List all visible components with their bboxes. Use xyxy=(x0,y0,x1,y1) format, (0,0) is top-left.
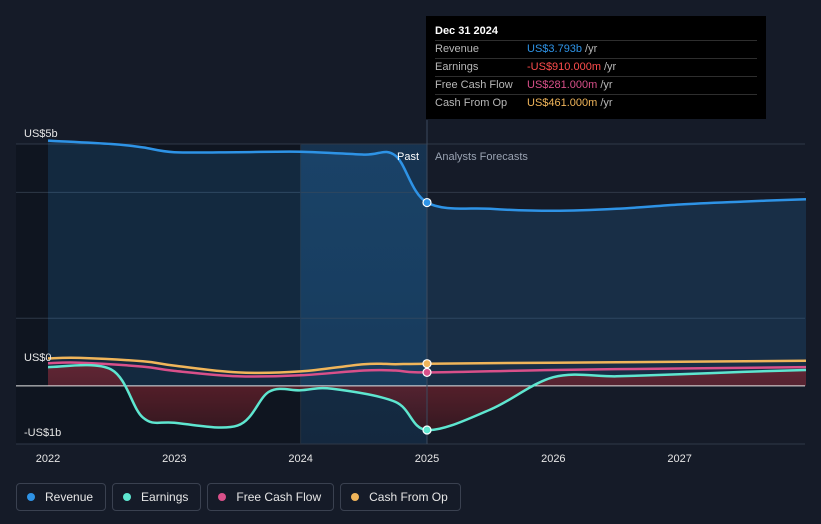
y-tick-label: -US$1b xyxy=(24,427,61,439)
legend-item-revenue[interactable]: Revenue xyxy=(16,483,107,511)
x-tick-label: 2025 xyxy=(415,453,439,465)
x-tick-label: 2023 xyxy=(162,453,186,465)
earnings-dot-icon xyxy=(123,493,132,501)
tooltip-label: Earnings xyxy=(435,61,479,73)
legend-label: Revenue xyxy=(45,490,94,504)
tooltip-value: US$461.000m xyxy=(527,97,598,109)
cash-from-op-dot-icon xyxy=(351,493,360,501)
free-cash-flow-dot-icon xyxy=(218,493,227,501)
series-line-free-cash-flow xyxy=(47,361,807,378)
marker-cash-from-op xyxy=(422,359,432,369)
tooltip-row-cash-from-op: Cash From Op US$461.000m /yr xyxy=(435,95,757,112)
series-line-earnings xyxy=(47,363,807,432)
y-tick-label: US$5b xyxy=(24,128,58,140)
legend-label: Free Cash Flow xyxy=(236,490,322,504)
past-label: Past xyxy=(397,151,419,163)
legend: Revenue Earnings Free Cash Flow Cash Fro… xyxy=(16,483,461,511)
tooltip-row-earnings: Earnings -US$910.000m /yr xyxy=(435,59,757,77)
tooltip-label: Revenue xyxy=(435,43,480,55)
revenue-dot-icon xyxy=(27,493,35,501)
tooltip-row-revenue: Revenue US$3.793b /yr xyxy=(435,41,757,59)
legend-item-earnings[interactable]: Earnings xyxy=(112,483,202,511)
tooltip-unit: /yr xyxy=(600,79,613,91)
legend-item-free-cash-flow[interactable]: Free Cash Flow xyxy=(207,483,335,511)
tooltip-value: US$281.000m xyxy=(527,79,598,91)
x-tick-label: 2026 xyxy=(541,453,565,465)
tooltip: Dec 31 2024 Revenue US$3.793b /yr Earnin… xyxy=(426,16,766,119)
tooltip-value: US$3.793b xyxy=(527,43,583,55)
legend-item-cash-from-op[interactable]: Cash From Op xyxy=(340,483,461,511)
legend-label: Cash From Op xyxy=(369,490,448,504)
tooltip-value: -US$910.000m xyxy=(527,61,601,73)
tooltip-label: Cash From Op xyxy=(435,97,508,109)
tooltip-row-free-cash-flow: Free Cash Flow US$281.000m /yr xyxy=(435,77,757,95)
x-tick-label: 2022 xyxy=(36,453,60,465)
series-line-revenue xyxy=(47,139,807,213)
x-tick-label: 2027 xyxy=(667,453,691,465)
tooltip-unit: /yr xyxy=(600,97,613,109)
series-line-cash-from-op xyxy=(47,356,807,375)
marker-revenue xyxy=(422,197,432,208)
marker-earnings xyxy=(422,425,432,435)
tooltip-unit: /yr xyxy=(585,43,598,55)
marker-free-cash-flow xyxy=(422,367,432,377)
y-tick-label: US$0 xyxy=(24,352,52,364)
forecast-label: Analysts Forecasts xyxy=(435,151,528,163)
x-tick-label: 2024 xyxy=(288,453,312,465)
tooltip-unit: /yr xyxy=(604,61,617,73)
tooltip-date: Dec 31 2024 xyxy=(435,24,757,41)
tooltip-label: Free Cash Flow xyxy=(435,79,513,91)
legend-label: Earnings xyxy=(141,490,189,504)
